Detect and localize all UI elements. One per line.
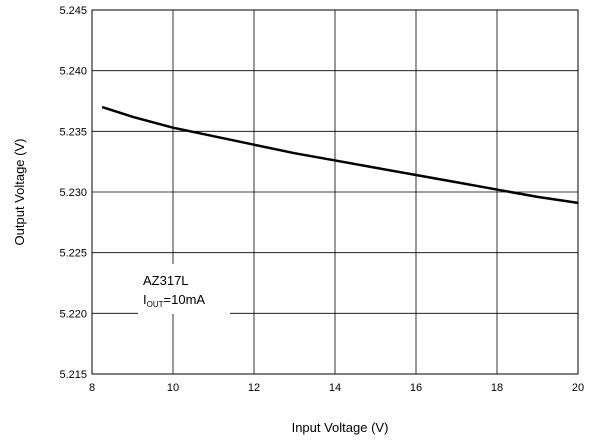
x-tick-labels: 8 10 12 14 16 18 20 [89, 382, 584, 394]
annotation-current-symbol: I [143, 292, 147, 307]
annotation-condition: IOUT=10mA [143, 292, 205, 309]
x-tick-label: 10 [167, 382, 179, 394]
x-tick-label: 20 [572, 382, 584, 394]
annotation-background [138, 264, 230, 314]
y-tick-label: 5.230 [59, 187, 87, 199]
annotation-device: AZ317L [143, 273, 189, 288]
x-tick-label: 12 [248, 382, 260, 394]
x-axis-title: Input Voltage (V) [292, 420, 389, 435]
x-tick-label: 8 [89, 382, 95, 394]
y-tick-label: 5.235 [59, 126, 87, 138]
series-layer [101, 105, 579, 205]
y-tick-labels: 5.215 5.220 5.225 5.230 5.235 5.240 5.245 [59, 5, 87, 381]
y-axis-title: Output Voltage (V) [12, 139, 27, 246]
y-tick-label: 5.215 [59, 369, 87, 381]
annotation-current-value: =10mA [164, 292, 206, 307]
y-tick-label: 5.220 [59, 308, 87, 320]
x-tick-label: 14 [329, 382, 341, 394]
y-tick-label: 5.240 [59, 66, 87, 78]
series-line [101, 105, 579, 205]
x-tick-label: 18 [491, 382, 503, 394]
x-tick-label: 16 [410, 382, 422, 394]
plot-frame [91, 9, 579, 375]
annotation-current-subscript: OUT [147, 300, 164, 309]
y-tick-label: 5.245 [59, 5, 87, 17]
y-tick-label: 5.225 [59, 248, 87, 260]
